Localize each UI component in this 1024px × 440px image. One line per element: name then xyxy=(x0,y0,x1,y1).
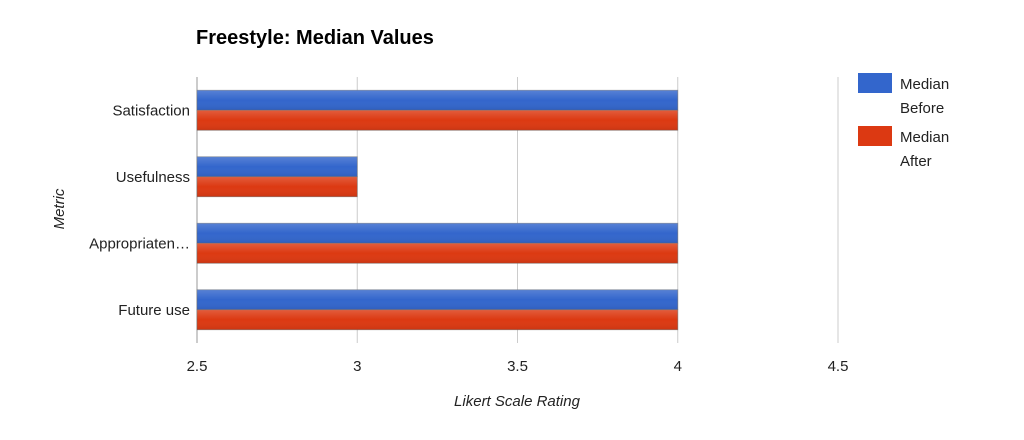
bar-shading xyxy=(197,176,358,197)
x-tick-label: 4.5 xyxy=(828,358,849,375)
legend-swatch xyxy=(858,73,892,93)
category-labels: Satisfaction Usefulness Appropriaten… Futur… xyxy=(89,102,190,319)
x-axis-title: Likert Scale Rating xyxy=(454,393,581,410)
category-label: Usefulness xyxy=(116,169,190,186)
x-tick-labels: 2.5 3 3.5 4 4.5 xyxy=(187,358,849,375)
category-label: Appropriaten… xyxy=(89,235,190,252)
chart-title: Freestyle: Median Values xyxy=(196,27,434,49)
y-axis-title: Metric xyxy=(51,188,68,229)
legend: Median Before Median After xyxy=(858,73,949,170)
x-tick-label: 2.5 xyxy=(187,358,208,375)
x-tick-label: 4 xyxy=(674,358,682,375)
bars xyxy=(196,89,679,331)
legend-label: After xyxy=(900,153,932,170)
legend-label: Before xyxy=(900,100,944,117)
bar-shading xyxy=(197,309,678,330)
bar-shading xyxy=(197,110,678,131)
legend-swatch xyxy=(858,126,892,146)
bar-shading xyxy=(197,90,678,111)
category-label: Satisfaction xyxy=(112,102,190,119)
legend-label: Median xyxy=(900,76,949,93)
bar-shading xyxy=(197,289,678,310)
x-tick-label: 3 xyxy=(353,358,361,375)
x-tick-label: 3.5 xyxy=(507,358,528,375)
bar-shading xyxy=(197,156,358,177)
category-label: Future use xyxy=(118,302,190,319)
bar-shading xyxy=(197,223,678,244)
legend-label: Median xyxy=(900,129,949,146)
bar-shading xyxy=(197,243,678,264)
